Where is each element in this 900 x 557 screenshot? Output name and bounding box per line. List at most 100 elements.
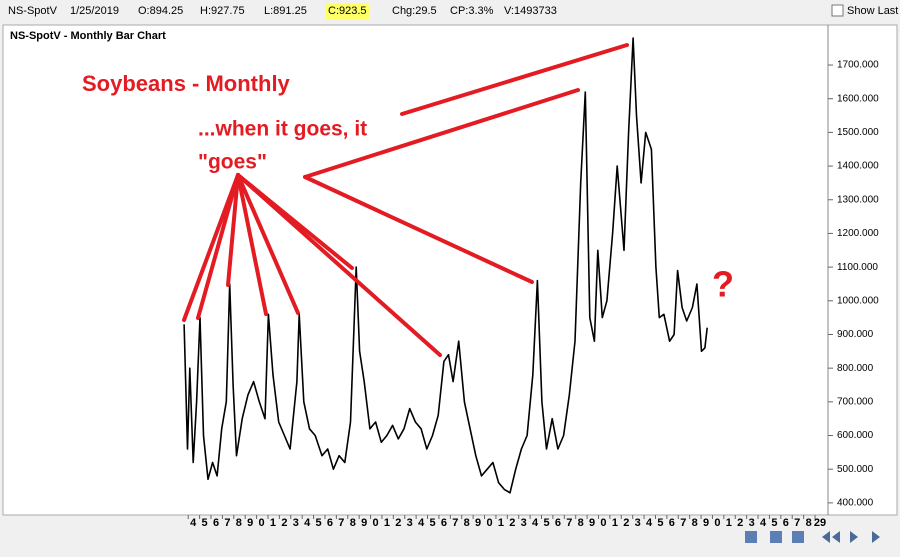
icon[interactable] <box>792 531 804 543</box>
icon[interactable] <box>850 531 858 543</box>
x-tick-label: 2 <box>395 517 401 529</box>
x-tick-label: 7 <box>794 517 800 529</box>
x-tick-label: 2 <box>509 517 515 529</box>
annotation: ? <box>712 264 734 305</box>
x-tick-label: 4 <box>760 517 767 529</box>
x-tick-label: 3 <box>521 517 527 529</box>
y-tick-label: 1500.000 <box>837 127 879 138</box>
icon[interactable] <box>872 531 880 543</box>
y-tick-label: 1400.000 <box>837 161 879 172</box>
x-tick-label: 6 <box>327 517 333 529</box>
x-tick-label: 8 <box>806 517 812 529</box>
x-tick-label: 8 <box>578 517 584 529</box>
icon[interactable] <box>832 531 840 543</box>
x-tick-label: 3 <box>635 517 641 529</box>
arrow <box>303 175 534 284</box>
y-tick-label: 900.000 <box>837 329 874 340</box>
arrow <box>196 173 240 320</box>
x-tick-label: 6 <box>783 517 789 529</box>
x-tick-label: 5 <box>657 517 663 529</box>
arrow <box>303 88 580 179</box>
x-tick-label: 0 <box>486 517 492 529</box>
y-tick-label: 800.000 <box>837 363 874 374</box>
y-tick-label: 1000.000 <box>837 295 879 306</box>
x-tick-label: 0 <box>600 517 606 529</box>
x-tick-label: 1 <box>270 517 276 529</box>
annotation: ...when it goes, it <box>198 118 367 141</box>
chart-title: NS-SpotV - Monthly Bar Chart <box>10 30 166 42</box>
close: C:923.5 <box>328 5 367 17</box>
price-line <box>183 37 708 494</box>
bottom-icons <box>745 531 880 543</box>
x-tick-label: 8 <box>350 517 356 529</box>
x-tick-label: 9 <box>247 517 253 529</box>
annotation-lines <box>182 43 629 357</box>
x-tick-label: 5 <box>202 517 208 529</box>
x-tick-label: 7 <box>452 517 458 529</box>
x-tick-label: 7 <box>566 517 572 529</box>
high: H:927.75 <box>200 5 245 17</box>
change-pct: CP:3.3% <box>450 5 494 17</box>
arrow <box>236 173 268 316</box>
x-tick-label: 9 <box>475 517 481 529</box>
arrow <box>236 173 442 357</box>
y-tick-label: 1100.000 <box>837 262 878 273</box>
x-tick-label: 9 <box>361 517 367 529</box>
y-tick-label: 1700.000 <box>837 60 879 71</box>
volume: V:1493733 <box>504 5 557 17</box>
x-tick-label: 4 <box>646 517 653 529</box>
x-tick-label: 9 <box>589 517 595 529</box>
x-tick-label: 1 <box>384 517 390 529</box>
icon[interactable] <box>770 531 782 543</box>
x-tick-label: 5 <box>316 517 322 529</box>
toolbar <box>0 0 900 22</box>
icon[interactable] <box>745 531 757 543</box>
x-tick-label: 4 <box>190 517 197 529</box>
x-tick-label: 4 <box>418 517 425 529</box>
y-tick-label: 500.000 <box>837 464 874 475</box>
show-last[interactable]: Show Last <box>847 5 898 17</box>
x-tick-label: 1 <box>612 517 618 529</box>
x-tick-label: 7 <box>680 517 686 529</box>
chart-panel <box>2 24 898 516</box>
arrow <box>182 173 240 322</box>
y-tick-label: 400.000 <box>837 498 874 509</box>
x-tick-label: 29 <box>814 517 826 529</box>
arrow <box>400 43 629 116</box>
x-tick-label: 7 <box>224 517 230 529</box>
icon[interactable] <box>822 531 830 543</box>
close-highlight <box>325 3 369 19</box>
x-tick-label: 6 <box>441 517 447 529</box>
change: Chg:29.5 <box>392 5 437 17</box>
x-tick-label: 0 <box>259 517 265 529</box>
x-tick-label: 4 <box>532 517 539 529</box>
x-tick-label: 8 <box>236 517 242 529</box>
checkbox[interactable] <box>831 4 844 17</box>
date: 1/25/2019 <box>70 5 119 17</box>
x-tick-label: 3 <box>407 517 413 529</box>
y-tick-label: 1300.000 <box>837 194 879 205</box>
y-tick-label: 600.000 <box>837 430 874 441</box>
y-tick-label: 700.000 <box>837 396 874 407</box>
x-tick-label: 2 <box>623 517 629 529</box>
x-tick-label: 5 <box>429 517 435 529</box>
arrow <box>226 173 240 287</box>
annotation: Soybeans - Monthly <box>82 71 291 96</box>
x-tick-label: 3 <box>293 517 299 529</box>
x-tick-label: 0 <box>714 517 720 529</box>
x-tick-label: 1 <box>726 517 732 529</box>
x-tick-label: 1 <box>498 517 504 529</box>
x-tick-label: 8 <box>692 517 698 529</box>
x-tick-label: 0 <box>372 517 378 529</box>
y-tick-label: 1600.000 <box>837 93 879 104</box>
x-tick-label: 5 <box>543 517 549 529</box>
x-tick-label: 3 <box>749 517 755 529</box>
open: O:894.25 <box>138 5 183 17</box>
x-tick-label: 7 <box>338 517 344 529</box>
annotation: "goes" <box>198 151 267 174</box>
x-tick-label: 6 <box>669 517 675 529</box>
x-tick-label: 6 <box>213 517 219 529</box>
arrow <box>236 173 300 315</box>
